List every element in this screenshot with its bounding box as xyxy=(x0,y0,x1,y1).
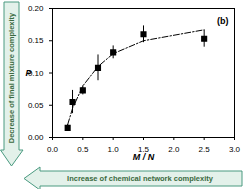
svg-text:(b): (b) xyxy=(217,16,229,26)
svg-text:Increase of chemical network c: Increase of chemical network complexity xyxy=(67,174,214,183)
svg-text:0.20: 0.20 xyxy=(28,4,44,13)
svg-text:1.5: 1.5 xyxy=(137,145,150,155)
svg-text:0.10: 0.10 xyxy=(27,68,44,78)
svg-text:3.0: 3.0 xyxy=(229,145,241,154)
svg-text:1.0: 1.0 xyxy=(108,145,120,154)
svg-text:M / N: M / N xyxy=(133,152,155,162)
svg-text:0.00: 0.00 xyxy=(28,133,44,142)
svg-text:0.0: 0.0 xyxy=(47,145,59,154)
svg-text:Decrease of final mixture comp: Decrease of final mixture complexity xyxy=(7,12,16,143)
svg-text:P: P xyxy=(26,68,33,78)
svg-text:2.0: 2.0 xyxy=(168,145,180,154)
svg-text:0.5: 0.5 xyxy=(77,145,89,154)
svg-text:0.05: 0.05 xyxy=(28,101,44,110)
svg-text:2.5: 2.5 xyxy=(199,145,211,154)
svg-text:0.15: 0.15 xyxy=(28,36,44,45)
